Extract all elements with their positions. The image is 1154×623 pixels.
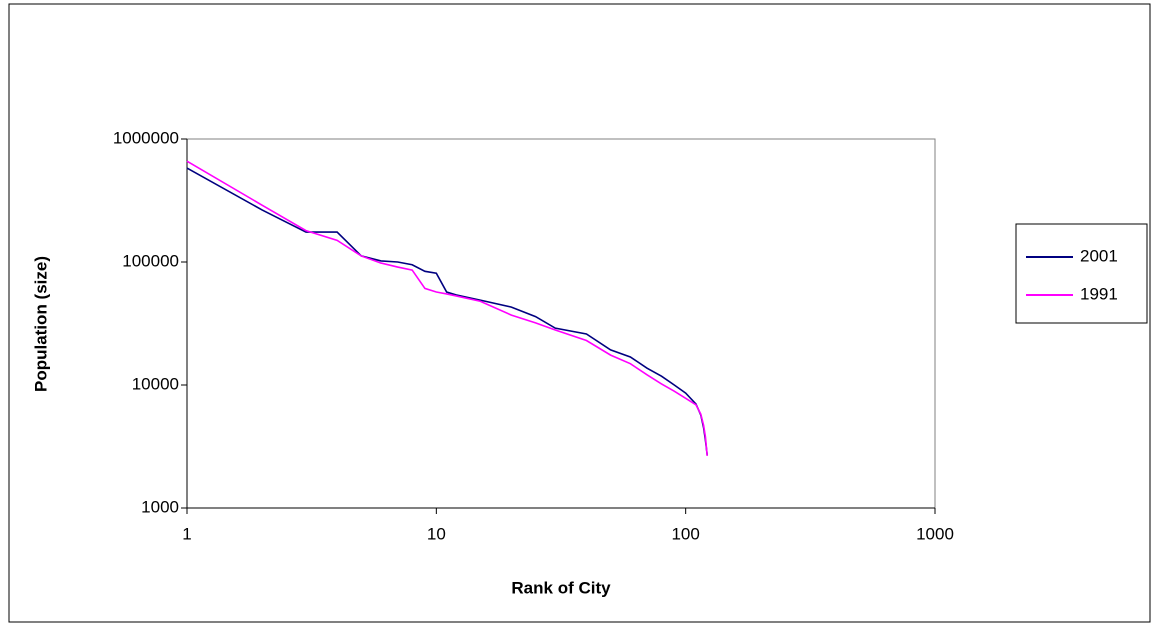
legend-label: 1991 [1080,284,1118,303]
legend-label: 2001 [1080,246,1118,265]
x-axis-title: Rank of City [511,578,611,597]
series-line [186,160,708,457]
y-tick-label: 100000 [122,251,179,270]
legend [1015,223,1148,324]
plot-area [186,138,936,509]
y-tick-label: 10000 [132,374,179,393]
y-tick-label: 1000 [141,497,179,516]
x-tick-label: 10 [427,524,446,543]
x-tick-label: 100 [671,524,699,543]
x-tick-label: 1 [182,524,191,543]
series-line [186,167,708,456]
y-axis-title: Population (size) [31,256,50,392]
y-tick-label: 1000000 [113,128,179,147]
x-tick-label: 1000 [916,524,954,543]
